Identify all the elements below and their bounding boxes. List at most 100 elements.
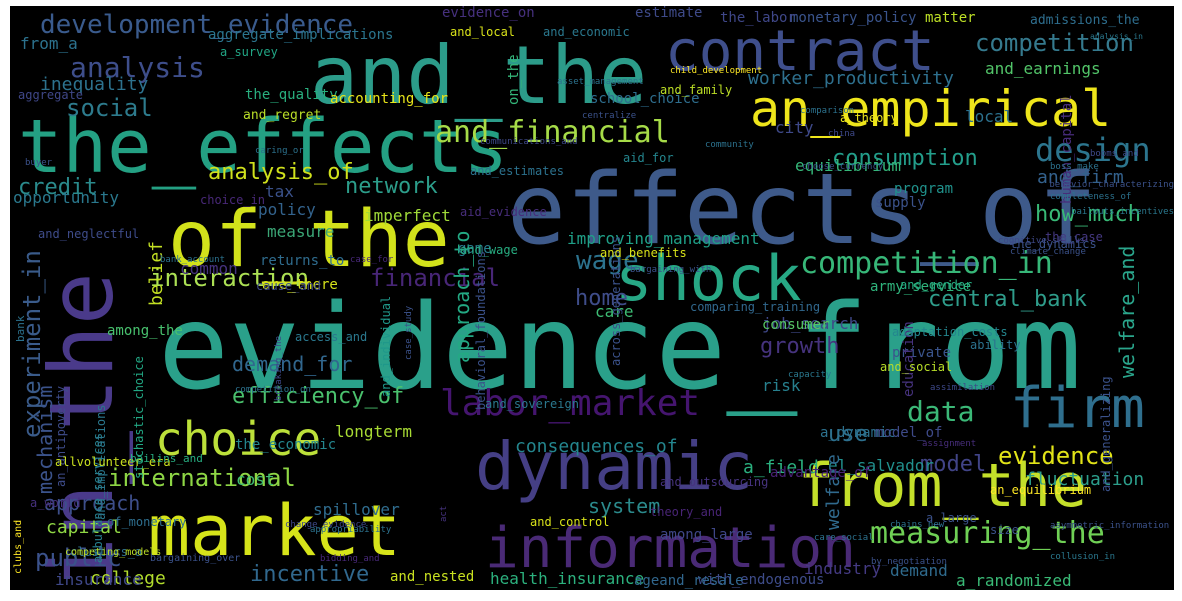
word-and-sovereign: and_sovereign bbox=[485, 397, 579, 411]
word-imperfect: imperfect bbox=[364, 206, 451, 225]
word-act: act bbox=[439, 505, 449, 523]
word-and-financial: and_financial bbox=[435, 115, 670, 150]
word-city: city bbox=[775, 118, 814, 137]
word-assimilation: assimilation bbox=[930, 383, 996, 393]
word-centralize: centralize bbox=[582, 111, 637, 121]
word-ageand-resale: ageand_resale bbox=[634, 573, 744, 589]
word-climate-change: climate_change bbox=[1010, 247, 1086, 257]
word-bank-account: bank_account bbox=[160, 255, 226, 265]
word-a-field: a_field bbox=[743, 457, 819, 478]
word-boss-make: boss_make bbox=[1050, 162, 1099, 172]
word-completeness-of: completeness_of bbox=[1050, 192, 1132, 202]
word-worker-productivity: worker_productivity bbox=[748, 68, 954, 89]
word-local: local bbox=[965, 107, 1014, 126]
word-and-the: and_the bbox=[310, 29, 648, 122]
word-adaptation-costs: adaptation_costs bbox=[892, 325, 1008, 339]
word-job-search: job_search bbox=[762, 314, 859, 333]
word-shock: shock bbox=[615, 242, 802, 315]
word-chains-new: chains_new bbox=[890, 520, 945, 530]
word-and-nested: and_nested bbox=[390, 569, 475, 585]
word-behavioral-foundations: behavioral_foundations bbox=[474, 250, 488, 410]
word-advantage-of: advantage_of bbox=[770, 465, 872, 481]
word-monetary-policy: monetary_policy bbox=[790, 10, 917, 26]
word-measuring-the: measuring_the bbox=[870, 516, 1105, 551]
word-competition: competition bbox=[975, 29, 1134, 57]
word-among-large: among_large bbox=[660, 527, 753, 543]
word-aggregate: aggregate bbox=[18, 88, 84, 102]
word-aggregate-implications: aggregate_implications bbox=[208, 27, 394, 43]
word-approach: approach bbox=[44, 491, 141, 515]
word-competition-on: competition_on bbox=[235, 385, 311, 395]
word-from-a: from_a bbox=[20, 34, 78, 53]
word-cost: cost bbox=[236, 470, 275, 489]
word-network: network bbox=[345, 174, 438, 199]
word-competing-models: competing_models bbox=[65, 547, 162, 558]
word-a-theory: a_theory bbox=[840, 111, 898, 125]
word-school-choice: school_choice bbox=[590, 91, 700, 107]
word-demand: demand bbox=[890, 561, 948, 580]
word-evidence: evidence bbox=[998, 442, 1114, 470]
word-a-survey: a_survey bbox=[220, 45, 278, 59]
word-choose-currency: choose_currency bbox=[802, 162, 884, 172]
word-the-effects: the_effects bbox=[18, 104, 509, 190]
word-bargaining-with: bargaining_with bbox=[630, 265, 712, 275]
word-clubs-and: clubs_and bbox=[13, 519, 24, 575]
word-system: system bbox=[588, 494, 661, 518]
word-dynamic: dynamic bbox=[475, 428, 754, 505]
word-asset-management: asset_management bbox=[557, 77, 644, 87]
word-analysis-in: analysis_in bbox=[1090, 32, 1143, 41]
word-fluctuation: fluctuation bbox=[1025, 469, 1145, 490]
word-and-economic: and_economic bbox=[543, 25, 630, 39]
word-analysis-of: analysis_of bbox=[208, 160, 354, 185]
word-care-social: care_social bbox=[814, 533, 874, 543]
word-firm: firm bbox=[1010, 376, 1145, 441]
word-bidding-and: bidding_and bbox=[320, 554, 380, 564]
word-ability: ability bbox=[970, 338, 1021, 352]
word-and-social: and_social bbox=[880, 360, 953, 374]
word-an-equilibrium: an_equilibrium bbox=[990, 483, 1092, 497]
word-efficiency-of: efficiency_of bbox=[232, 384, 405, 409]
word-from-the: from_the bbox=[798, 451, 1087, 521]
word-improving-management: improving_management bbox=[567, 229, 760, 248]
word-growth: growth bbox=[760, 334, 840, 359]
word-aid-evidence: aid_evidence bbox=[460, 205, 547, 219]
word-a-large: a_large bbox=[926, 511, 977, 525]
word-interaction: interaction bbox=[150, 264, 309, 292]
word-a-dynamic: a_dynamic bbox=[820, 425, 896, 441]
word-clusters-a: clusters_a bbox=[70, 545, 143, 559]
word-longterm: longterm bbox=[335, 422, 413, 441]
word-estimate: estimate bbox=[635, 6, 703, 21]
word-with-endogenous: with_endogenous bbox=[698, 572, 825, 588]
word-use: use bbox=[828, 422, 868, 447]
word-among-the: among_the bbox=[107, 323, 183, 339]
word-bargaining-over: bargaining_over bbox=[150, 553, 241, 564]
word-market: market bbox=[148, 490, 401, 572]
word-breaking-the: breaking_the bbox=[274, 335, 284, 402]
word-capital: capital bbox=[46, 517, 122, 538]
word-opportunity: opportunity bbox=[13, 188, 119, 207]
word-home: home bbox=[575, 286, 628, 311]
word-model: model bbox=[920, 452, 987, 477]
word-bailins-and: bailins_and bbox=[130, 452, 203, 465]
word-by-negotiation: by_negotiation bbox=[871, 557, 947, 567]
word-choice-in: choice_in bbox=[200, 193, 266, 207]
word-comparing-training: comparing_training bbox=[690, 300, 821, 314]
word-and-neglectful: and_neglectful bbox=[38, 227, 140, 241]
word-and-control: and_control bbox=[530, 515, 610, 529]
word-cloud: evidence_from effects_of and_the of_the in_t… bbox=[10, 6, 1174, 590]
word-and-gender: and_gender bbox=[900, 278, 973, 292]
word-health-insurance: health_insurance bbox=[490, 569, 645, 588]
word-assignment: assignment bbox=[922, 439, 977, 449]
word-comparison: comparison bbox=[800, 106, 855, 116]
word-allvolunteer-era: allvolunteer_era bbox=[55, 455, 171, 469]
word-buyer: buyer bbox=[25, 158, 53, 168]
word-and-wage: and_wage bbox=[460, 243, 518, 257]
word-industry: industry bbox=[804, 559, 882, 578]
word-analysis: analysis bbox=[70, 51, 205, 84]
word-and-regret: and_regret bbox=[243, 108, 322, 123]
word-behavior-characterizing: behavior_characterizing bbox=[1049, 180, 1174, 190]
word-wage: wage bbox=[576, 246, 639, 276]
word-el-salvador: el_salvador bbox=[828, 456, 934, 475]
word-bank: bank bbox=[14, 315, 27, 343]
word-are-there: are_there bbox=[262, 277, 338, 293]
